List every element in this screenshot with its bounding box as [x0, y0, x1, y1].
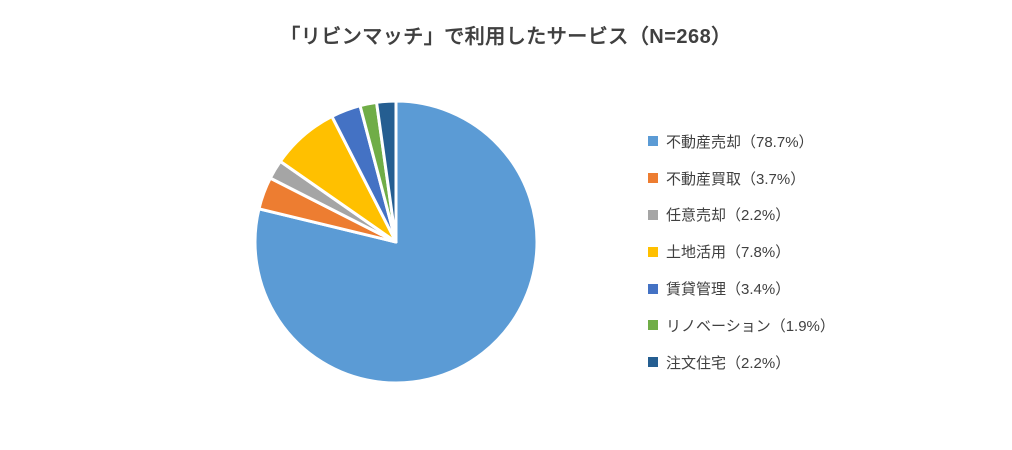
legend-item-1: 不動産買取（3.7%）	[648, 160, 835, 197]
legend-swatch-icon	[648, 173, 658, 184]
legend-label: 任意売却（2.2%）	[666, 207, 791, 225]
legend-swatch-icon	[648, 209, 658, 220]
legend-swatch-icon	[648, 357, 658, 368]
chart-title: 「リビンマッチ」で利用したサービス（N=268）	[280, 26, 732, 48]
legend-label: 土地活用（7.8%）	[666, 244, 791, 262]
legend-label: 賃貸管理（3.4%）	[666, 281, 791, 299]
legend-swatch-icon	[648, 246, 658, 257]
legend-item-5: リノベーション（1.9%）	[648, 307, 835, 344]
legend-swatch-icon	[648, 136, 658, 147]
legend-item-4: 賃貸管理（3.4%）	[648, 270, 835, 307]
legend-swatch-icon	[648, 283, 658, 294]
legend: 不動産売却（78.7%） 不動産買取（3.7%） 任意売却（2.2%） 土地活用（7.…	[648, 123, 835, 381]
legend-label: 不動産売却（78.7%）	[666, 133, 814, 151]
legend-item-6: 注文住宅（2.2%）	[648, 344, 835, 381]
legend-label: 注文住宅（2.2%）	[666, 354, 791, 372]
legend-item-2: 任意売却（2.2%）	[648, 197, 835, 234]
legend-label: 不動産買取（3.7%）	[666, 170, 806, 188]
legend-item-0: 不動産売却（78.7%）	[648, 123, 835, 160]
pie-slice-6	[375, 99, 398, 244]
legend-swatch-icon	[648, 320, 658, 331]
legend-label: リノベーション（1.9%）	[666, 317, 835, 335]
legend-item-3: 土地活用（7.8%）	[648, 233, 835, 270]
